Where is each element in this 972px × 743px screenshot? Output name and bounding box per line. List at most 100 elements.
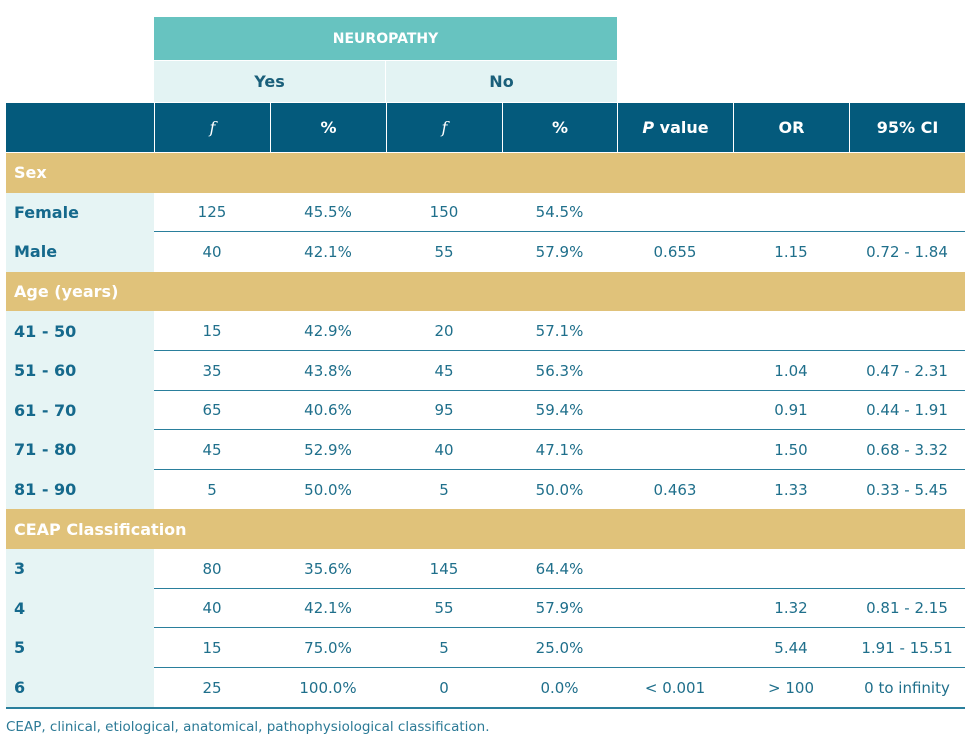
p-value-rest-text: value xyxy=(654,118,709,137)
column-header-7: 95% CI xyxy=(849,103,965,152)
no-header: No xyxy=(386,61,617,102)
table-cell: 5 xyxy=(439,638,449,657)
table-cell: 42.1% xyxy=(304,242,352,261)
table-cell: 25.0% xyxy=(535,638,584,657)
table-cell: 45.5% xyxy=(304,203,352,222)
table-cell: 95 xyxy=(434,401,454,420)
row-label: 5 xyxy=(6,628,154,668)
table-cell xyxy=(617,628,733,668)
table-cell: 25 xyxy=(202,678,222,697)
section-header: Sex xyxy=(6,153,965,193)
footnote: CEAP, clinical, etiological, anatomical,… xyxy=(6,719,490,735)
table-cell: 35.6% xyxy=(304,559,352,578)
row-divider xyxy=(154,468,965,470)
table-cell: 0.463 xyxy=(653,480,697,499)
p-italic-text: P xyxy=(642,118,655,137)
table-cell: 52.9% xyxy=(304,440,352,459)
table-cell: 1.50 xyxy=(774,440,808,459)
column-header-1: f xyxy=(154,103,270,152)
table-cell xyxy=(617,430,733,470)
row-label: 41 - 50 xyxy=(6,311,154,351)
table-cell: 65 xyxy=(202,401,222,420)
table-cell xyxy=(733,311,849,351)
row-divider xyxy=(154,587,965,589)
column-header-6: OR xyxy=(733,103,849,152)
table-cell: 15 xyxy=(202,638,222,657)
table-cell: 0.655 xyxy=(653,242,697,261)
row-divider xyxy=(154,231,965,233)
table-cell xyxy=(617,311,733,351)
row-divider xyxy=(154,389,965,391)
table-cell: 57.9% xyxy=(535,242,584,261)
table-cell: 40 xyxy=(434,440,454,459)
table-cell: 47.1% xyxy=(535,440,584,459)
table-cell: 1.91 - 15.51 xyxy=(861,638,953,657)
table-cell xyxy=(733,193,849,233)
table-cell: 43.8% xyxy=(304,361,352,380)
table-cell: 40.6% xyxy=(304,401,352,420)
table-cell: 100.0% xyxy=(299,678,357,697)
table-cell xyxy=(617,351,733,391)
table-cell: < 0.001 xyxy=(644,678,706,697)
table-cell: 0.33 - 5.45 xyxy=(866,480,948,499)
row-label: 71 - 80 xyxy=(6,430,154,470)
table-cell: 0.44 - 1.91 xyxy=(866,401,948,420)
table-cell xyxy=(849,549,965,589)
column-header-3: f xyxy=(386,103,502,152)
table-cell xyxy=(733,549,849,589)
table-cell: 59.4% xyxy=(535,401,584,420)
table-cell: 55 xyxy=(434,242,454,261)
row-divider xyxy=(154,627,965,629)
table-cell: 50.0% xyxy=(304,480,352,499)
table-cell: 40 xyxy=(202,242,222,261)
column-header-2: % xyxy=(270,103,386,152)
table-cell: 0 xyxy=(439,678,449,697)
table-cell: 42.1% xyxy=(304,599,352,618)
table-cell: 145 xyxy=(429,559,459,578)
table-cell: 50.0% xyxy=(535,480,584,499)
row-divider xyxy=(154,429,965,431)
column-header-4: % xyxy=(502,103,617,152)
table-cell: 150 xyxy=(429,203,459,222)
table-cell: 15 xyxy=(202,322,222,341)
table-cell: 75.0% xyxy=(304,638,352,657)
table-cell: 80 xyxy=(202,559,222,578)
row-divider xyxy=(154,350,965,351)
table-cell: 0.91 xyxy=(774,401,808,420)
p-value-header-text: P value xyxy=(642,118,708,137)
table-cell: 1.33 xyxy=(774,480,808,499)
section-header: CEAP Classification xyxy=(6,509,965,549)
table-cell: 1.32 xyxy=(774,599,808,618)
row-label: 51 - 60 xyxy=(6,351,154,391)
row-label: 6 xyxy=(6,667,154,708)
table-cell xyxy=(617,193,733,233)
table-cell xyxy=(617,549,733,589)
table-cell: 55 xyxy=(434,599,454,618)
table-cell: 20 xyxy=(434,322,454,341)
table-bottom-border xyxy=(6,707,965,710)
table-cell: > 100 xyxy=(768,678,814,697)
row-label: 4 xyxy=(6,588,154,629)
table-cell: 57.1% xyxy=(535,322,584,341)
table-cell: 125 xyxy=(197,203,227,222)
table-cell: 64.4% xyxy=(535,559,584,578)
row-label: Male xyxy=(6,232,154,272)
row-divider xyxy=(154,666,965,668)
table-cell: 0.68 - 3.32 xyxy=(866,440,948,459)
table-cell: 56.3% xyxy=(535,361,584,380)
table-cell: 0.72 - 1.84 xyxy=(866,242,948,261)
yes-header: Yes xyxy=(154,61,385,102)
table-cell xyxy=(849,311,965,351)
section-header: Age (years) xyxy=(6,271,965,312)
row-label: 81 - 90 xyxy=(6,469,154,510)
table-cell: 5.44 xyxy=(774,638,808,657)
table-cell: 0.81 - 2.15 xyxy=(866,599,948,618)
table-cell: 5 xyxy=(439,480,449,499)
table-cell: 45 xyxy=(202,440,222,459)
table-cell: 35 xyxy=(202,361,222,380)
row-label: Female xyxy=(6,192,154,233)
table-cell: 5 xyxy=(207,480,217,499)
table-cell: 40 xyxy=(202,599,222,618)
neuropathy-header: NEUROPATHY xyxy=(154,17,617,60)
table-cell xyxy=(617,589,733,629)
